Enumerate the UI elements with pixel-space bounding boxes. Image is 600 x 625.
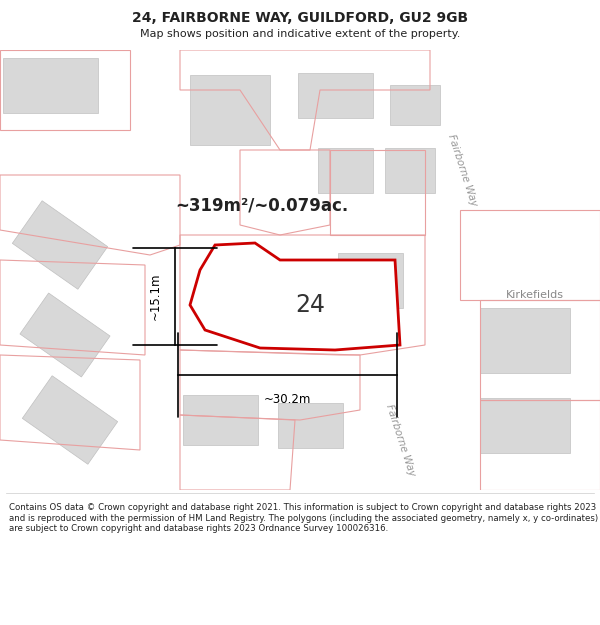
Polygon shape — [190, 75, 270, 145]
Polygon shape — [0, 50, 600, 490]
Text: Fairborne Way: Fairborne Way — [383, 402, 416, 478]
Text: Map shows position and indicative extent of the property.: Map shows position and indicative extent… — [140, 29, 460, 39]
Polygon shape — [317, 148, 373, 192]
Polygon shape — [182, 395, 257, 445]
Polygon shape — [460, 50, 600, 210]
Polygon shape — [190, 243, 400, 350]
Polygon shape — [298, 72, 373, 118]
Polygon shape — [390, 85, 440, 125]
Polygon shape — [480, 398, 570, 452]
Polygon shape — [337, 253, 403, 308]
Text: 24: 24 — [295, 293, 325, 317]
Text: Kirkefields: Kirkefields — [506, 290, 564, 300]
Polygon shape — [2, 58, 97, 112]
Text: 24, FAIRBORNE WAY, GUILDFORD, GU2 9GB: 24, FAIRBORNE WAY, GUILDFORD, GU2 9GB — [132, 11, 468, 25]
Polygon shape — [425, 50, 545, 210]
Polygon shape — [385, 148, 435, 192]
Polygon shape — [365, 350, 480, 490]
Text: ~319m²/~0.079ac.: ~319m²/~0.079ac. — [175, 196, 348, 214]
Polygon shape — [277, 402, 343, 448]
Text: Fairborne Way: Fairborne Way — [446, 132, 478, 208]
Text: Contains OS data © Crown copyright and database right 2021. This information is : Contains OS data © Crown copyright and d… — [9, 504, 598, 533]
Polygon shape — [13, 201, 107, 289]
Polygon shape — [20, 293, 110, 377]
Text: ~15.1m: ~15.1m — [149, 272, 161, 320]
Polygon shape — [480, 308, 570, 372]
Polygon shape — [22, 376, 118, 464]
Text: ~30.2m: ~30.2m — [264, 393, 311, 406]
